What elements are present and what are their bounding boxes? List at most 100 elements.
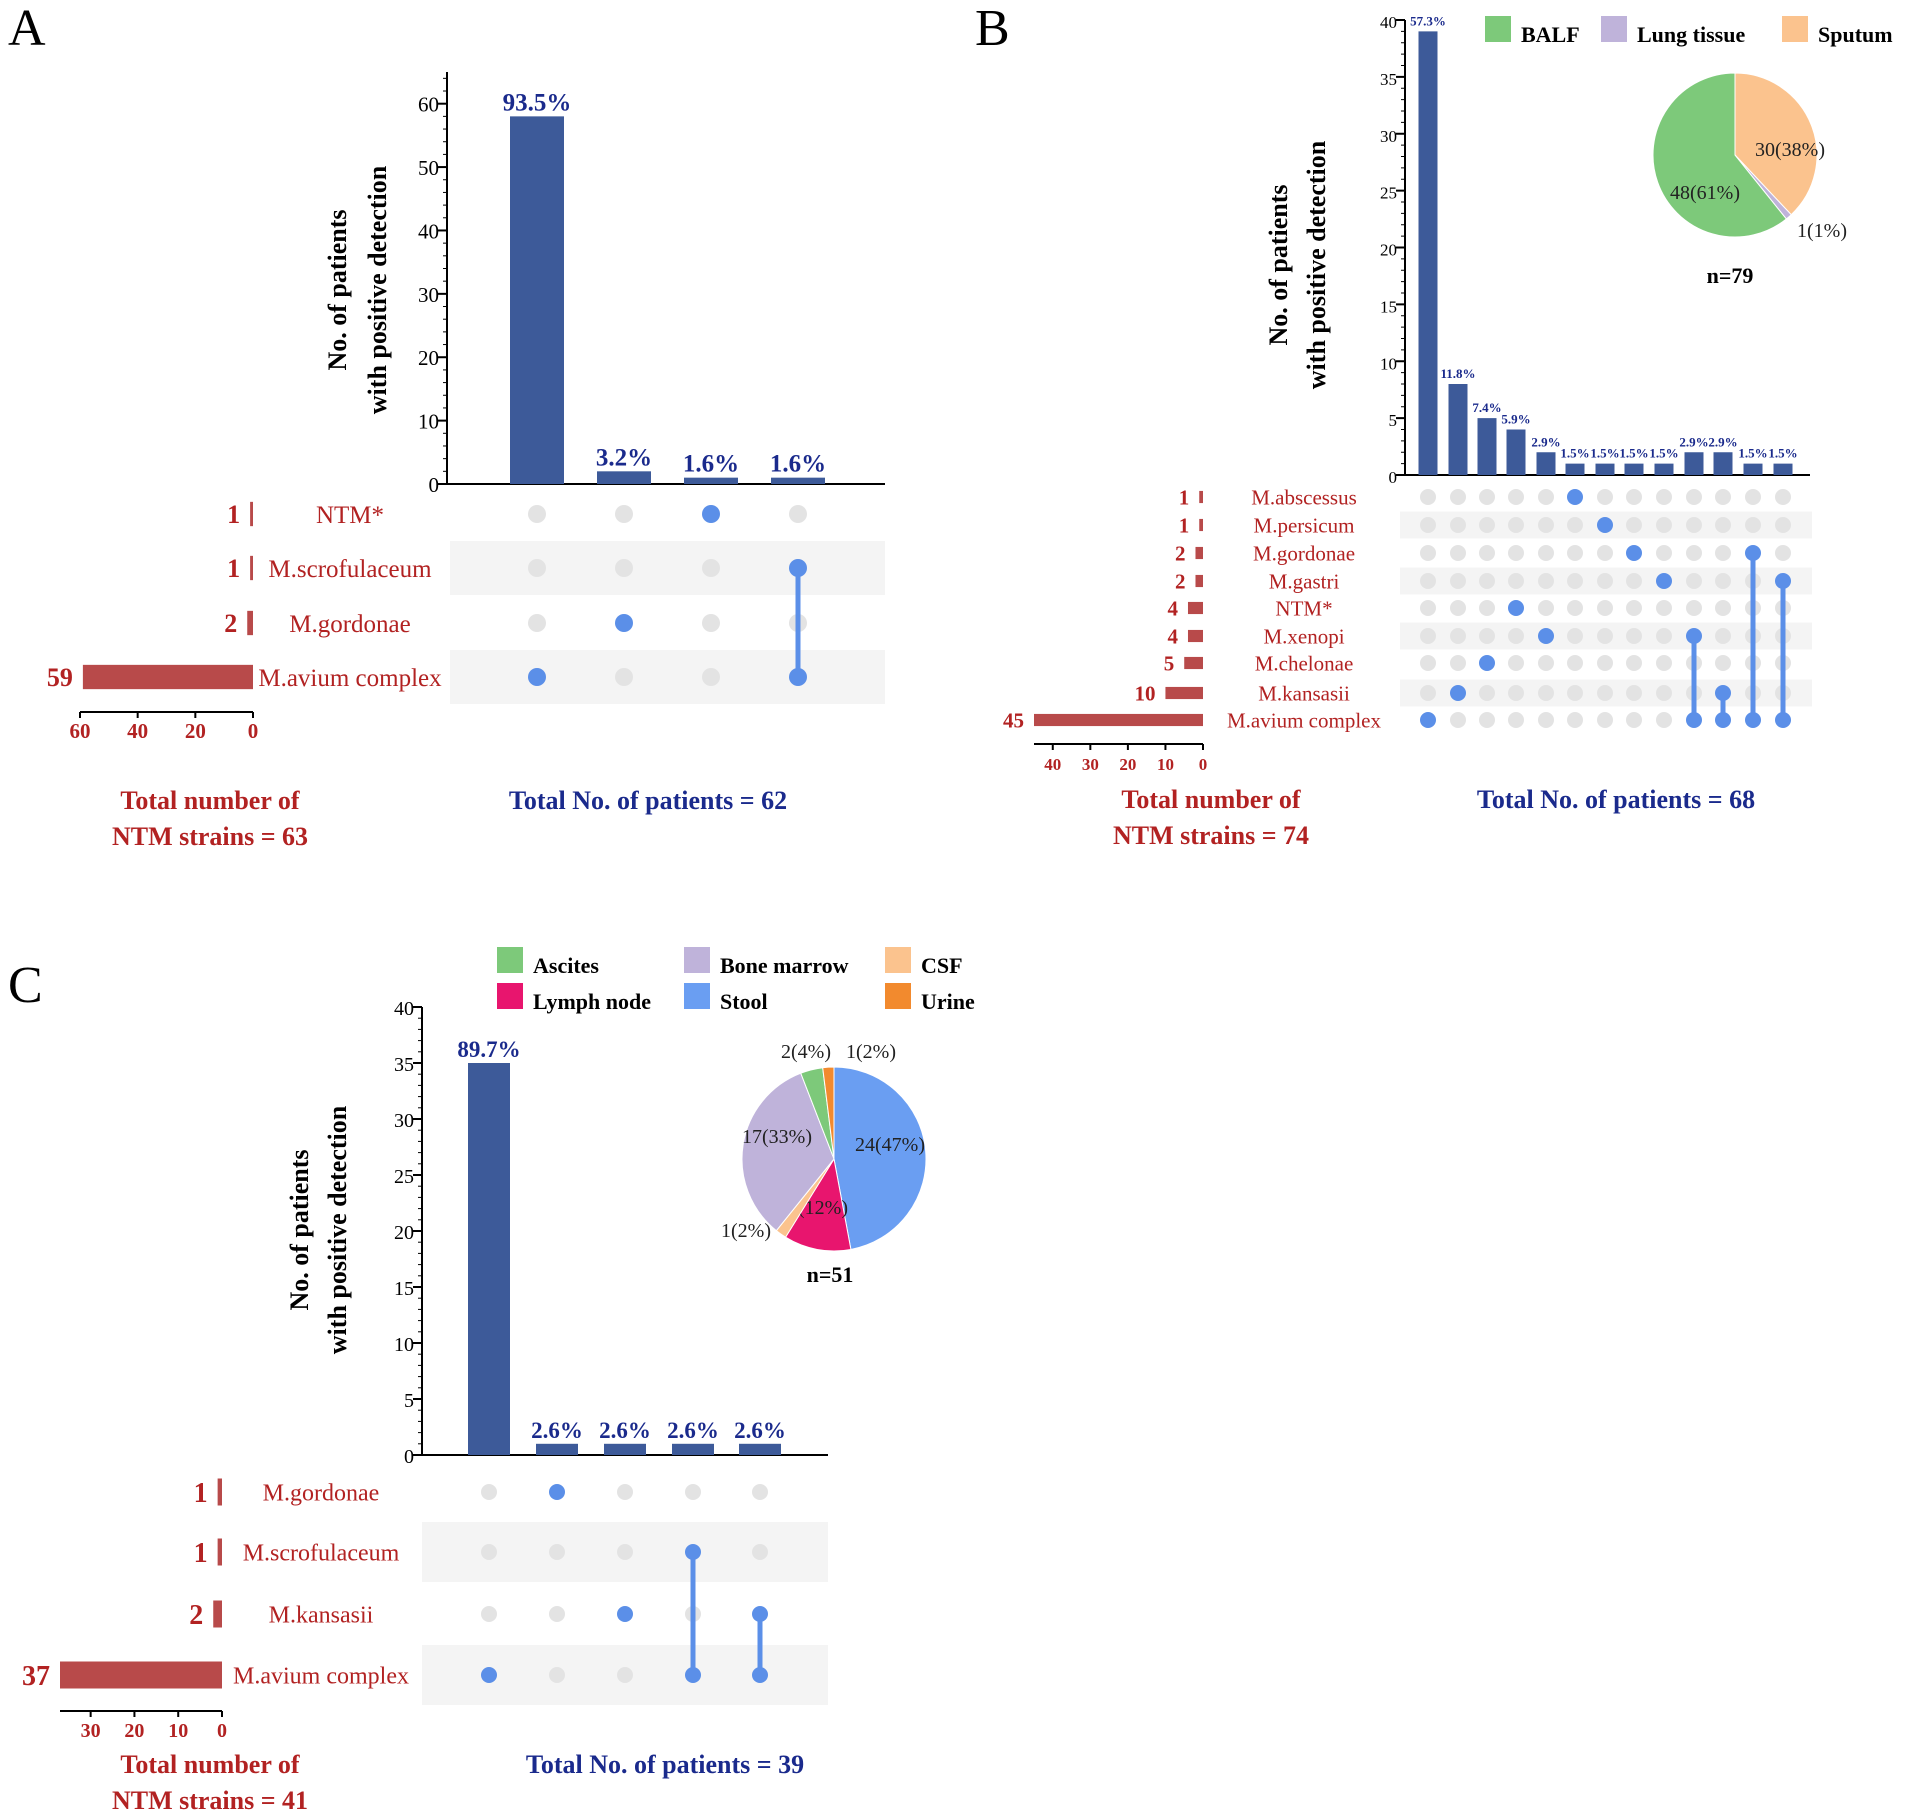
matrix-dot-inactive [1450,573,1466,589]
legend-swatch [885,983,911,1009]
legend-label: Bone marrow [720,953,849,978]
matrix-dot-inactive [1508,685,1524,701]
intersection-percent-label: 93.5% [503,89,572,116]
matrix-dot-inactive [752,1484,768,1500]
set-name-label: M.scrofulaceum [268,556,432,583]
intersection-percent-label: 1.6% [683,451,739,478]
intersection-percent-label: 1.5% [1590,446,1619,461]
matrix-dot-active [1420,712,1436,728]
set-count-label: 2 [1175,541,1186,565]
total-patients-label: Total No. of patients = 62 [509,786,787,815]
set-name-label: M.gastri [1269,569,1340,593]
intersection-percent-label: 1.5% [1738,446,1767,461]
matrix-dot-inactive [1450,712,1466,728]
set-size-bar [250,501,253,527]
set-size-bar [60,1661,222,1689]
y-tick-label: 50 [418,156,439,180]
y-tick-label: 30 [418,283,439,307]
set-size-bar [217,1478,222,1506]
y-tick-label: 15 [1380,297,1397,316]
matrix-dot-inactive [702,614,720,632]
legend-swatch [684,947,710,973]
y-tick-label: 30 [394,1110,414,1132]
matrix-dot-inactive [1626,628,1642,644]
set-name-label: M.abscessus [1251,485,1357,509]
matrix-dot-inactive [481,1544,497,1560]
matrix-dot-inactive [789,505,807,523]
set-size-bar [1165,686,1203,700]
matrix-dot-active [1567,489,1583,505]
matrix-dot-inactive [1775,517,1791,533]
matrix-stripe [450,541,885,595]
matrix-dot-inactive [1597,489,1613,505]
matrix-dot-active [617,1606,633,1622]
pie-slice-label: 2(4%) [781,1041,831,1063]
matrix-dot-active [528,668,546,686]
pie-slice-label: 17(33%) [742,1126,812,1148]
set-count-label: 1 [194,1538,208,1569]
intersection-percent-label: 2.6% [734,1418,786,1443]
matrix-dot-inactive [1686,517,1702,533]
matrix-dot-inactive [1508,655,1524,671]
set-count-label: 1 [227,500,240,529]
y-axis-label: with positive detection [323,1105,352,1354]
matrix-dot-inactive [1656,545,1672,561]
matrix-dot-inactive [1715,573,1731,589]
matrix-dot-inactive [1656,655,1672,671]
set-name-label: M.kansasii [269,1602,374,1628]
matrix-dot-inactive [1479,573,1495,589]
total-strains-label: Total number of [1121,785,1300,814]
total-patients-label: Total No. of patients = 39 [526,1750,804,1779]
matrix-dot-inactive [1745,517,1761,533]
matrix-dot-inactive [1450,628,1466,644]
matrix-dot-inactive [1479,517,1495,533]
pie-slice-label: 1(1%) [1797,220,1847,242]
set-count-label: 5 [1164,651,1175,675]
matrix-dot-inactive [1420,545,1436,561]
intersection-bar [604,1443,646,1455]
pie-slice [833,1066,927,1251]
matrix-dot-inactive [1538,712,1554,728]
matrix-dot-inactive [1479,628,1495,644]
y-tick-label: 40 [418,219,439,243]
matrix-dot-inactive [1626,685,1642,701]
set-size-bar [1187,601,1203,615]
pie-slice [784,1157,852,1252]
matrix-dot-inactive [1715,489,1731,505]
matrix-dot-inactive [1656,600,1672,616]
y-tick-label: 20 [1380,241,1397,260]
matrix-dot-active [1656,573,1672,589]
legend-label: Lung tissue [1637,22,1745,47]
total-patients-label: Total No. of patients = 68 [1477,785,1755,814]
y-tick-label: 25 [1380,184,1397,203]
set-count-label: 59 [47,663,73,692]
matrix-dot-active [1479,655,1495,671]
intersection-bar [672,1443,714,1455]
set-name-label: M.scrofulaceum [243,1540,400,1566]
panel-letter: C [8,957,43,1014]
y-tick-label: 10 [418,410,439,434]
matrix-dot-inactive [1686,489,1702,505]
intersection-bar [1743,463,1763,475]
set-axis-tick-label: 20 [185,719,206,743]
matrix-dot-inactive [1420,685,1436,701]
y-axis-label: No. of patients [285,1149,314,1310]
intersection-bar [1624,463,1644,475]
intersection-percent-label: 2.9% [1531,434,1560,449]
intersection-percent-label: 7.4% [1472,400,1501,415]
intersection-percent-label: 57.3% [1410,13,1446,28]
matrix-dot-active [702,505,720,523]
matrix-dot-inactive [481,1484,497,1500]
y-tick-label: 5 [404,1390,414,1412]
matrix-dot-inactive [1597,545,1613,561]
total-strains-label: NTM strains = 41 [112,1786,308,1815]
set-count-label: 45 [1003,708,1024,732]
matrix-dot-inactive [1626,517,1642,533]
matrix-dot-inactive [1715,545,1731,561]
legend-swatch [1485,16,1511,42]
matrix-dot-inactive [549,1544,565,1560]
set-size-bar [1034,713,1203,727]
